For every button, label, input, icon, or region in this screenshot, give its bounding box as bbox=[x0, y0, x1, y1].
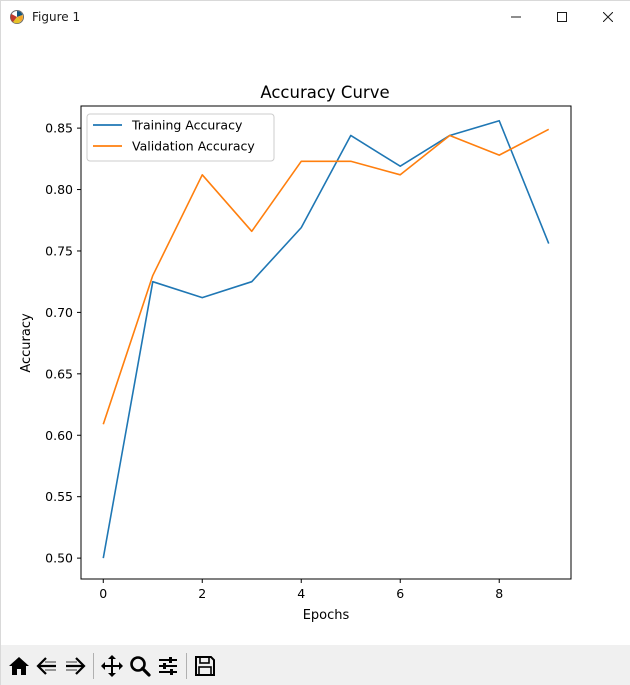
zoom-button[interactable] bbox=[127, 653, 153, 679]
y-axis-label: Accuracy bbox=[19, 313, 34, 373]
x-axis-ticks: 0 2 4 6 8 bbox=[99, 579, 503, 601]
title-bar: Figure 1 bbox=[1, 1, 630, 33]
maximize-icon bbox=[557, 12, 567, 22]
matplotlib-app-icon bbox=[8, 8, 26, 26]
series-lines bbox=[102, 119, 550, 559]
plot-area bbox=[80, 105, 572, 580]
legend: Training Accuracy Validation Accuracy bbox=[86, 113, 275, 162]
chart-title: Accuracy Curve bbox=[260, 83, 389, 102]
forward-button[interactable] bbox=[62, 653, 88, 679]
back-button[interactable] bbox=[34, 653, 60, 679]
training-accuracy-legend-label: Training Accuracy bbox=[131, 118, 243, 133]
y-tick-label: 0.50 bbox=[45, 551, 73, 566]
back-icon bbox=[36, 656, 56, 675]
forward-icon bbox=[66, 656, 86, 675]
close-icon bbox=[603, 12, 613, 22]
pan-icon bbox=[101, 654, 123, 677]
pan-button[interactable] bbox=[99, 653, 125, 679]
x-tick-label: 0 bbox=[99, 586, 107, 601]
zoom-icon bbox=[130, 655, 151, 677]
accuracy-chart: Accuracy Curve 0 2 4 6 8 0.50 0.55 0.60 0.65 0.7… bbox=[19, 83, 572, 623]
training-accuracy-line bbox=[102, 119, 550, 559]
home-button[interactable] bbox=[6, 653, 32, 679]
x-axis-label: Epochs bbox=[303, 608, 350, 623]
figure-canvas[interactable]: Accuracy Curve 0 2 4 6 8 0.50 0.55 0.60 0.65 0.7… bbox=[1, 33, 630, 645]
save-icon bbox=[195, 655, 215, 676]
x-tick-label: 2 bbox=[198, 586, 206, 601]
legend-box bbox=[86, 113, 275, 162]
configure-subplots-icon bbox=[159, 656, 177, 675]
y-tick-label: 0.85 bbox=[45, 121, 73, 136]
window-title: Figure 1 bbox=[32, 10, 81, 24]
y-tick-label: 0.55 bbox=[45, 489, 73, 504]
y-axis-ticks: 0.50 0.55 0.60 0.65 0.70 0.75 0.80 0.85 bbox=[45, 121, 81, 566]
configure-subplots-button[interactable] bbox=[155, 653, 181, 679]
validation-accuracy-line bbox=[102, 128, 550, 425]
y-tick-label: 0.60 bbox=[45, 428, 73, 443]
legend-entries: Training Accuracy Validation Accuracy bbox=[93, 118, 255, 154]
validation-accuracy-legend-label: Validation Accuracy bbox=[132, 139, 255, 154]
minimize-icon bbox=[511, 16, 521, 18]
y-tick-label: 0.70 bbox=[45, 305, 73, 320]
y-tick-label: 0.75 bbox=[45, 243, 73, 258]
y-tick-label: 0.80 bbox=[45, 182, 73, 197]
toolbar-separator bbox=[186, 652, 187, 679]
x-tick-label: 6 bbox=[396, 586, 404, 601]
x-tick-label: 4 bbox=[297, 586, 305, 601]
close-button[interactable] bbox=[585, 1, 630, 33]
y-tick-label: 0.65 bbox=[45, 366, 73, 381]
x-tick-label: 8 bbox=[495, 586, 503, 601]
save-button[interactable] bbox=[192, 653, 218, 679]
navigation-toolbar bbox=[1, 645, 630, 685]
minimize-button[interactable] bbox=[493, 1, 539, 33]
window-controls bbox=[493, 1, 630, 33]
home-icon bbox=[9, 656, 29, 675]
toolbar-separator bbox=[93, 652, 94, 679]
maximize-button[interactable] bbox=[539, 1, 585, 33]
